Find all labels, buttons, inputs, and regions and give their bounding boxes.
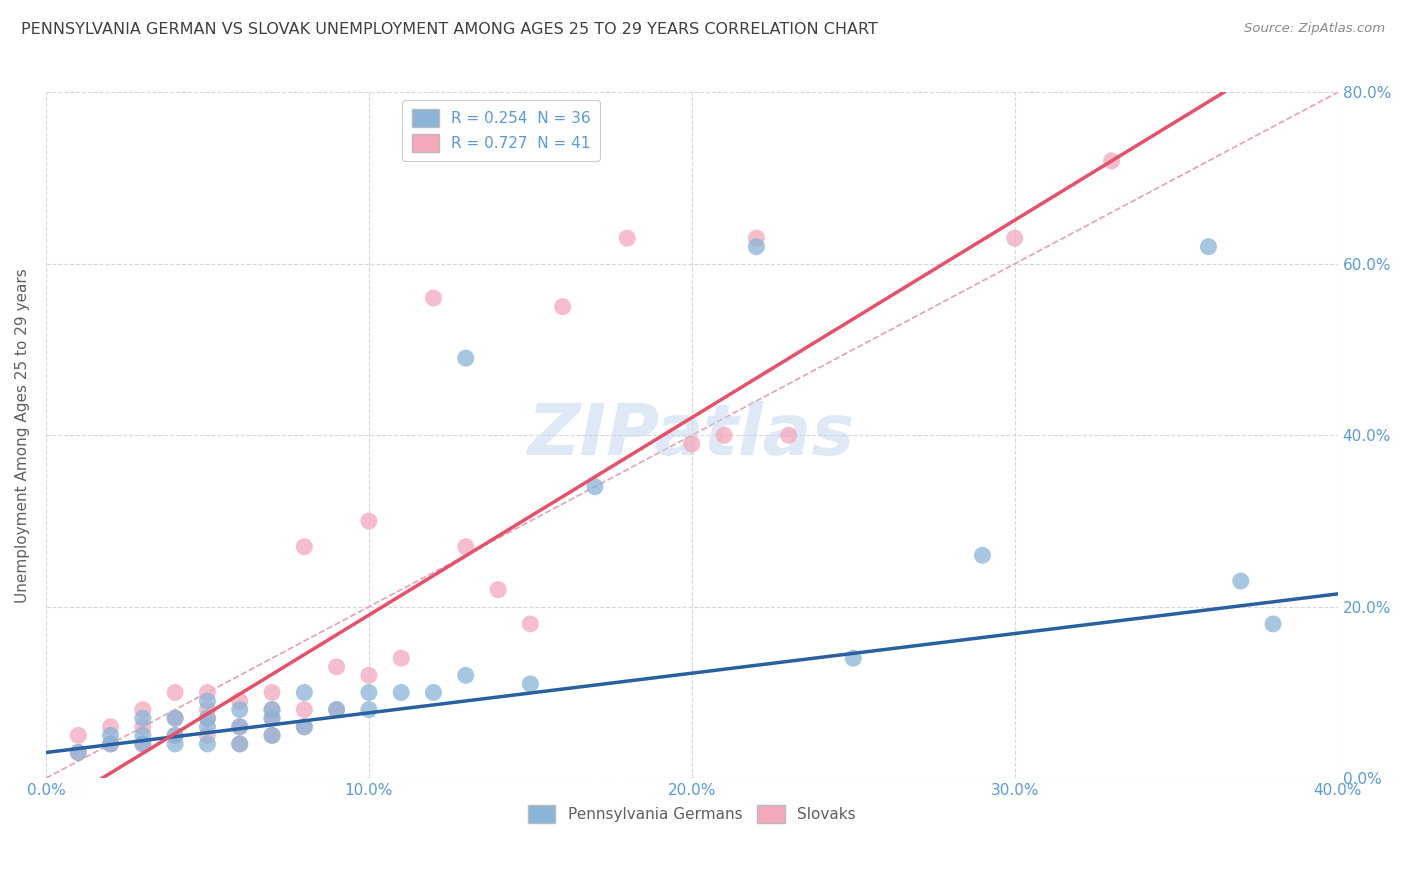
- Point: [197, 711, 219, 725]
- Point: [325, 703, 347, 717]
- Point: [197, 711, 219, 725]
- Point: [228, 720, 250, 734]
- Point: [100, 728, 122, 742]
- Point: [197, 728, 219, 742]
- Point: [260, 728, 283, 742]
- Point: [1198, 240, 1220, 254]
- Text: Source: ZipAtlas.com: Source: ZipAtlas.com: [1244, 22, 1385, 36]
- Point: [454, 540, 477, 554]
- Point: [197, 685, 219, 699]
- Y-axis label: Unemployment Among Ages 25 to 29 years: Unemployment Among Ages 25 to 29 years: [15, 268, 30, 603]
- Point: [132, 703, 155, 717]
- Point: [325, 660, 347, 674]
- Point: [583, 480, 606, 494]
- Point: [778, 428, 800, 442]
- Point: [486, 582, 509, 597]
- Point: [197, 694, 219, 708]
- Point: [325, 703, 347, 717]
- Point: [228, 720, 250, 734]
- Point: [745, 231, 768, 245]
- Point: [197, 720, 219, 734]
- Point: [260, 685, 283, 699]
- Point: [745, 240, 768, 254]
- Point: [422, 291, 444, 305]
- Point: [519, 616, 541, 631]
- Point: [100, 720, 122, 734]
- Point: [260, 711, 283, 725]
- Point: [389, 685, 412, 699]
- Point: [292, 685, 315, 699]
- Point: [67, 728, 90, 742]
- Point: [197, 737, 219, 751]
- Point: [292, 703, 315, 717]
- Point: [132, 728, 155, 742]
- Point: [228, 737, 250, 751]
- Point: [454, 351, 477, 365]
- Point: [292, 540, 315, 554]
- Point: [67, 746, 90, 760]
- Point: [228, 694, 250, 708]
- Point: [357, 703, 380, 717]
- Point: [165, 711, 187, 725]
- Point: [681, 437, 703, 451]
- Point: [67, 746, 90, 760]
- Point: [197, 703, 219, 717]
- Text: ZIPatlas: ZIPatlas: [529, 401, 855, 470]
- Point: [1229, 574, 1251, 588]
- Point: [132, 711, 155, 725]
- Point: [132, 737, 155, 751]
- Point: [165, 728, 187, 742]
- Point: [454, 668, 477, 682]
- Point: [228, 737, 250, 751]
- Point: [165, 728, 187, 742]
- Point: [100, 737, 122, 751]
- Point: [132, 720, 155, 734]
- Point: [551, 300, 574, 314]
- Point: [713, 428, 735, 442]
- Point: [228, 703, 250, 717]
- Point: [292, 720, 315, 734]
- Point: [165, 685, 187, 699]
- Point: [260, 728, 283, 742]
- Point: [100, 737, 122, 751]
- Point: [292, 720, 315, 734]
- Point: [357, 514, 380, 528]
- Point: [357, 668, 380, 682]
- Point: [165, 737, 187, 751]
- Point: [1004, 231, 1026, 245]
- Point: [260, 703, 283, 717]
- Legend: Pennsylvania Germans, Slovaks: Pennsylvania Germans, Slovaks: [519, 797, 865, 832]
- Point: [519, 677, 541, 691]
- Text: PENNSYLVANIA GERMAN VS SLOVAK UNEMPLOYMENT AMONG AGES 25 TO 29 YEARS CORRELATION: PENNSYLVANIA GERMAN VS SLOVAK UNEMPLOYME…: [21, 22, 877, 37]
- Point: [357, 685, 380, 699]
- Point: [422, 685, 444, 699]
- Point: [616, 231, 638, 245]
- Point: [1101, 153, 1123, 168]
- Point: [842, 651, 865, 665]
- Point: [1261, 616, 1284, 631]
- Point: [260, 711, 283, 725]
- Point: [972, 549, 994, 563]
- Point: [165, 711, 187, 725]
- Point: [132, 737, 155, 751]
- Point: [260, 703, 283, 717]
- Point: [389, 651, 412, 665]
